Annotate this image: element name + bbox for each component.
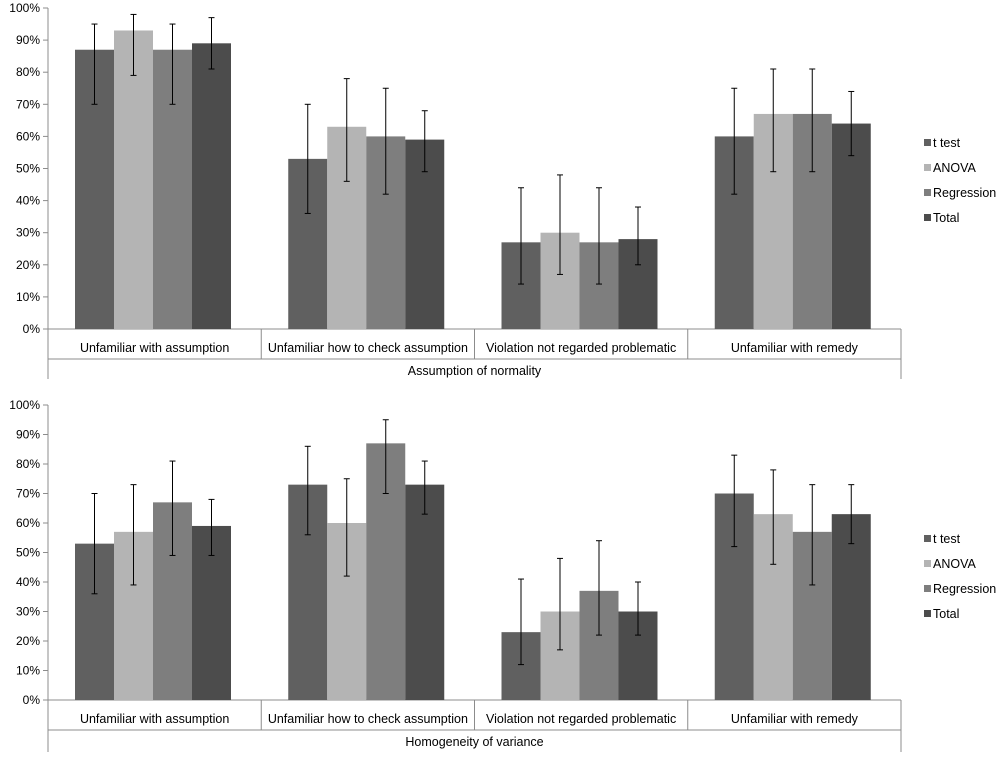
bar xyxy=(831,514,871,700)
x-axis-title: Homogeneity of variance xyxy=(405,735,543,749)
legend-swatch xyxy=(924,189,931,196)
variance-chart: 0% 10% 20% 30% 40% 50% 60% 70% 80% 90% 100% Unfamil… xyxy=(9,398,996,752)
legend-swatch xyxy=(924,535,931,542)
y-tick-label: 60% xyxy=(16,516,40,530)
normality-chart: 0% 10% 20% 30% 40% 50% 60% 70% 80% 90% 100% Unfamil… xyxy=(9,1,996,379)
category-label: Violation not regarded problematic xyxy=(486,712,676,726)
y-tick-label: 50% xyxy=(16,162,40,176)
bar xyxy=(192,43,231,330)
category-label: Violation not regarded problematic xyxy=(486,341,676,355)
y-tick-label: 80% xyxy=(16,457,40,471)
bar xyxy=(831,123,871,329)
category-label: Unfamiliar how to check assumption xyxy=(268,341,468,355)
legend-swatch xyxy=(924,139,931,146)
y-tick-label: 0% xyxy=(23,322,41,336)
y-tick-label: 70% xyxy=(16,97,40,111)
legend-swatch xyxy=(924,164,931,171)
legend-swatch xyxy=(924,560,931,567)
category-label: Unfamiliar with assumption xyxy=(80,712,229,726)
y-tick-label: 60% xyxy=(16,129,40,143)
legend-label: Regression xyxy=(933,186,996,200)
y-tick-label: 50% xyxy=(16,546,40,560)
legend-swatch xyxy=(924,214,931,221)
y-tick-label: 30% xyxy=(16,226,40,240)
y-tick-label: 70% xyxy=(16,487,40,501)
y-tick-label: 100% xyxy=(9,1,40,15)
category-label: Unfamiliar how to check assumption xyxy=(268,712,468,726)
legend-label: ANOVA xyxy=(933,557,976,571)
y-tick-label: 20% xyxy=(16,634,40,648)
y-tick-label: 100% xyxy=(9,398,40,412)
y-tick-label: 10% xyxy=(16,664,40,678)
legend-swatch xyxy=(924,610,931,617)
bar xyxy=(405,484,445,700)
y-tick-label: 40% xyxy=(16,194,40,208)
legend-label: Regression xyxy=(933,582,996,596)
category-label: Unfamiliar with remedy xyxy=(731,712,859,726)
legend-label: ANOVA xyxy=(933,161,976,175)
legend-label: Total xyxy=(933,211,959,225)
category-label: Unfamiliar with remedy xyxy=(731,341,859,355)
y-tick-label: 10% xyxy=(16,290,40,304)
category-label: Unfamiliar with assumption xyxy=(80,341,229,355)
y-tick-label: 90% xyxy=(16,33,40,47)
y-tick-label: 40% xyxy=(16,575,40,589)
bar xyxy=(114,30,153,329)
legend-label: t test xyxy=(933,532,961,546)
legend-swatch xyxy=(924,585,931,592)
legend-label: t test xyxy=(933,136,961,150)
y-tick-label: 0% xyxy=(23,693,41,707)
y-tick-label: 30% xyxy=(16,605,40,619)
legend-label: Total xyxy=(933,607,959,621)
y-tick-label: 20% xyxy=(16,258,40,272)
y-tick-label: 80% xyxy=(16,65,40,79)
x-axis-title: Assumption of normality xyxy=(408,364,542,378)
y-tick-label: 90% xyxy=(16,428,40,442)
